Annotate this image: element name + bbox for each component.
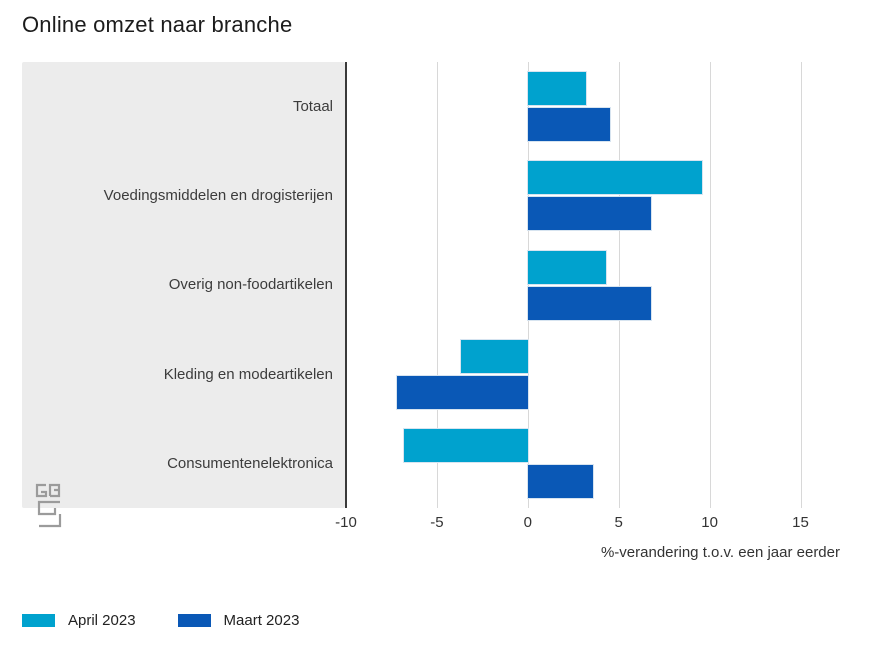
bar-april-2023 — [526, 160, 704, 196]
cbs-logo-icon — [35, 483, 62, 528]
legend-label-april: April 2023 — [68, 612, 136, 629]
x-tick-label: 0 — [523, 514, 532, 531]
bar-maart-2023 — [526, 463, 595, 499]
legend: April 2023 Maart 2023 — [22, 612, 299, 629]
bar-maart-2023 — [526, 196, 653, 232]
chart-area: Totaal Voedingsmiddelen en drogisterijen O… — [22, 62, 856, 528]
x-tick-label: 10 — [701, 514, 718, 531]
chart-title: Online omzet naar branche — [22, 12, 293, 37]
x-axis-caption: %-verandering t.o.v. een jaar eerder — [600, 544, 840, 561]
x-tick-label: 15 — [792, 514, 809, 531]
category-label: Kleding en modeartikelen — [163, 365, 333, 383]
x-tick-label: -10 — [335, 514, 357, 531]
category-label: Totaal — [292, 98, 333, 116]
bar-april-2023 — [526, 249, 607, 285]
gridline — [527, 62, 529, 508]
legend-swatch-april — [22, 614, 55, 627]
bar-april-2023 — [403, 427, 529, 463]
gridline — [709, 62, 711, 508]
category-label: Consumentenelektronica — [167, 454, 333, 472]
category-panel — [22, 62, 345, 508]
value-axis-line — [345, 62, 347, 508]
bar-april-2023 — [459, 338, 529, 374]
category-label: Overig non-foodartikelen — [168, 276, 333, 294]
legend-swatch-maart — [177, 614, 211, 627]
gridline — [436, 62, 438, 508]
x-axis: -10 -5 0 5 10 15 — [22, 514, 856, 536]
bar-maart-2023 — [395, 374, 529, 410]
bar-maart-2023 — [526, 285, 653, 321]
gridline — [800, 62, 802, 508]
gridline — [618, 62, 620, 508]
legend-item-maart: Maart 2023 — [177, 612, 300, 629]
category-label: Voedingsmiddelen en drogisterijen — [103, 187, 333, 205]
legend-item-april: April 2023 — [22, 612, 136, 629]
x-tick-label: -5 — [430, 514, 444, 531]
bar-april-2023 — [526, 71, 587, 107]
bar-maart-2023 — [526, 107, 611, 143]
legend-label-maart: Maart 2023 — [223, 612, 300, 629]
x-tick-label: 5 — [614, 514, 623, 531]
